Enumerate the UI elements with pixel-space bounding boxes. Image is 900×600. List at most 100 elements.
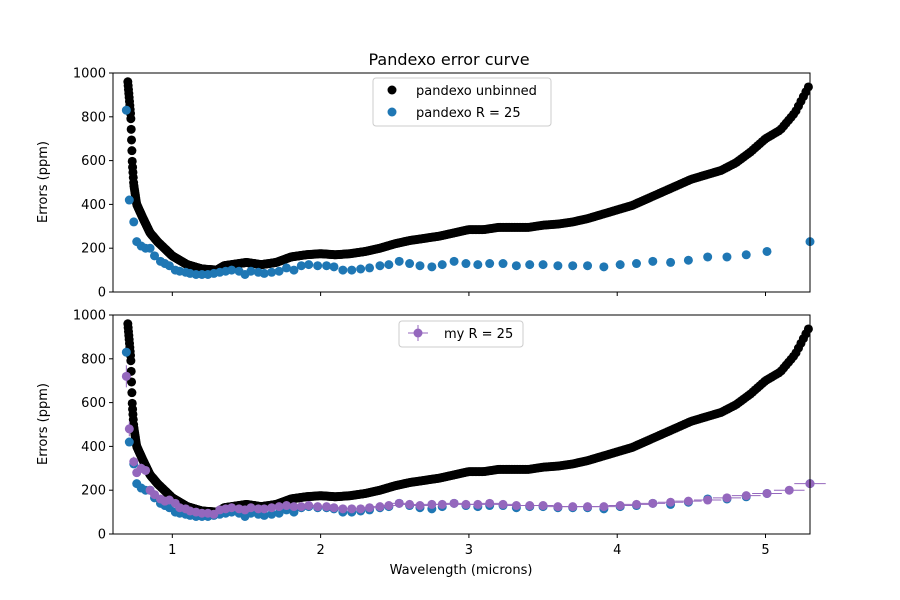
pandexo-r25-point xyxy=(437,260,447,270)
my-r25-marker xyxy=(762,488,772,498)
pandexo-r25-point xyxy=(631,259,641,269)
y-tick-label: 0 xyxy=(98,286,106,301)
pandexo-r25-point xyxy=(296,261,306,271)
pandexo-r25-point xyxy=(461,259,471,269)
my-r25-marker xyxy=(313,502,323,512)
my-r25-point xyxy=(624,499,649,509)
my-r25-marker xyxy=(329,503,339,513)
my-r25-marker xyxy=(338,504,348,514)
my-r25-marker xyxy=(461,499,471,509)
my-r25-marker xyxy=(683,496,693,506)
my-r25-point xyxy=(773,485,805,495)
my-r25-marker xyxy=(289,502,299,512)
my-r25-marker xyxy=(304,501,314,511)
my-r25-marker xyxy=(485,498,495,508)
my-r25-marker xyxy=(473,499,483,509)
my-r25-point xyxy=(506,501,527,511)
my-r25-marker xyxy=(267,503,277,513)
x-tick-label: 5 xyxy=(761,543,769,558)
pandexo-r25-point xyxy=(150,251,160,261)
my-r25-marker xyxy=(784,485,794,495)
pandexo-r25-point xyxy=(347,265,357,275)
my-r25-marker xyxy=(129,457,139,467)
unbinned-point xyxy=(127,146,137,156)
y-tick-label: 800 xyxy=(81,352,106,367)
x-tick-label: 3 xyxy=(465,543,473,558)
pandexo-r25-point xyxy=(145,243,155,253)
my-r25-point xyxy=(433,499,451,509)
bottom-legend-frame xyxy=(398,320,524,348)
pandexo-r25-point xyxy=(427,262,437,272)
my-r25-marker xyxy=(553,502,563,512)
pandexo-r25-point xyxy=(267,509,277,519)
my-r25-marker xyxy=(525,501,535,511)
my-r25-point xyxy=(731,491,761,501)
y-tick-label: 800 xyxy=(81,110,106,125)
pandexo-r25-point xyxy=(498,259,508,269)
my-r25-marker xyxy=(282,501,292,511)
pandexo-r25-point xyxy=(615,260,625,270)
my-r25-marker xyxy=(405,499,415,509)
y-tick-label: 1000 xyxy=(73,309,106,324)
x-tick-label: 4 xyxy=(613,543,621,558)
pandexo-r25-point xyxy=(394,256,404,266)
pandexo-r25-point xyxy=(683,255,693,265)
chart-title: Pandexo error curve xyxy=(368,50,529,69)
my-r25-marker xyxy=(615,501,625,511)
pandexo-r25-point xyxy=(648,256,658,266)
my-r25-point xyxy=(412,501,428,511)
pandexo-r25-point xyxy=(703,252,713,262)
my-r25-marker xyxy=(141,465,151,475)
my-r25-marker xyxy=(427,499,437,509)
my-r25-point xyxy=(468,499,487,509)
pandexo-r25-point xyxy=(722,252,732,262)
pandexo-r25-point xyxy=(666,257,676,267)
y-tick-label: 600 xyxy=(81,396,106,411)
my-r25-marker xyxy=(121,371,131,381)
my-r25-marker xyxy=(648,498,658,508)
y-tick-label: 600 xyxy=(81,154,106,169)
pandexo-r25-point xyxy=(259,268,269,278)
my-r25-marker xyxy=(415,501,425,511)
y-tick-label: 0 xyxy=(98,528,106,543)
bottom-panel-frame xyxy=(112,314,811,535)
unbinned-point xyxy=(803,324,813,334)
pandexo-r25-point xyxy=(313,261,323,271)
my-r25-marker xyxy=(394,498,404,508)
pandexo-r25-point xyxy=(525,260,535,270)
x-tick-label: 2 xyxy=(316,543,324,558)
pandexo-r25-point xyxy=(511,261,521,271)
pandexo-r25-point xyxy=(568,261,578,271)
my-r25-marker xyxy=(274,502,284,512)
pandexo-r25-point xyxy=(274,508,284,518)
pandexo-r25-point xyxy=(583,261,593,271)
my-r25-marker xyxy=(124,424,134,434)
pandexo-r25-point xyxy=(415,261,425,271)
my-r25-marker xyxy=(296,502,306,512)
my-r25-point xyxy=(480,498,499,508)
y-tick-label: 400 xyxy=(81,440,106,455)
pandexo-r25-point xyxy=(282,263,292,273)
pandexo-r25-point xyxy=(274,266,284,276)
my-r25-point xyxy=(493,499,513,509)
y-tick-label: 200 xyxy=(81,484,106,499)
pandexo-r25-point xyxy=(449,256,459,266)
my-r25-point xyxy=(445,498,463,508)
y-tick-label: 1000 xyxy=(73,67,106,82)
pandexo-r25-point xyxy=(384,260,394,270)
my-r25-point xyxy=(640,498,666,508)
my-r25-point xyxy=(353,504,368,514)
my-r25-marker xyxy=(259,504,269,514)
bottom-panel: 0 200 400 600 800 1000 1 2 3 4 5 Errors (ppm) Wave… xyxy=(36,309,826,578)
my-r25-marker xyxy=(356,504,366,514)
pandexo-r25-point xyxy=(356,264,366,274)
unbinned-point xyxy=(126,124,136,134)
unbinned-point xyxy=(803,82,813,92)
pandexo-r25-point xyxy=(322,261,332,271)
my-r25-marker xyxy=(365,503,375,513)
x-axis-label: Wavelength (microns) xyxy=(390,563,533,578)
my-r25-point xyxy=(327,503,341,513)
pandexo-r25-point xyxy=(473,260,483,270)
pandexo-r25-point xyxy=(485,259,495,269)
my-r25-marker xyxy=(246,503,256,513)
